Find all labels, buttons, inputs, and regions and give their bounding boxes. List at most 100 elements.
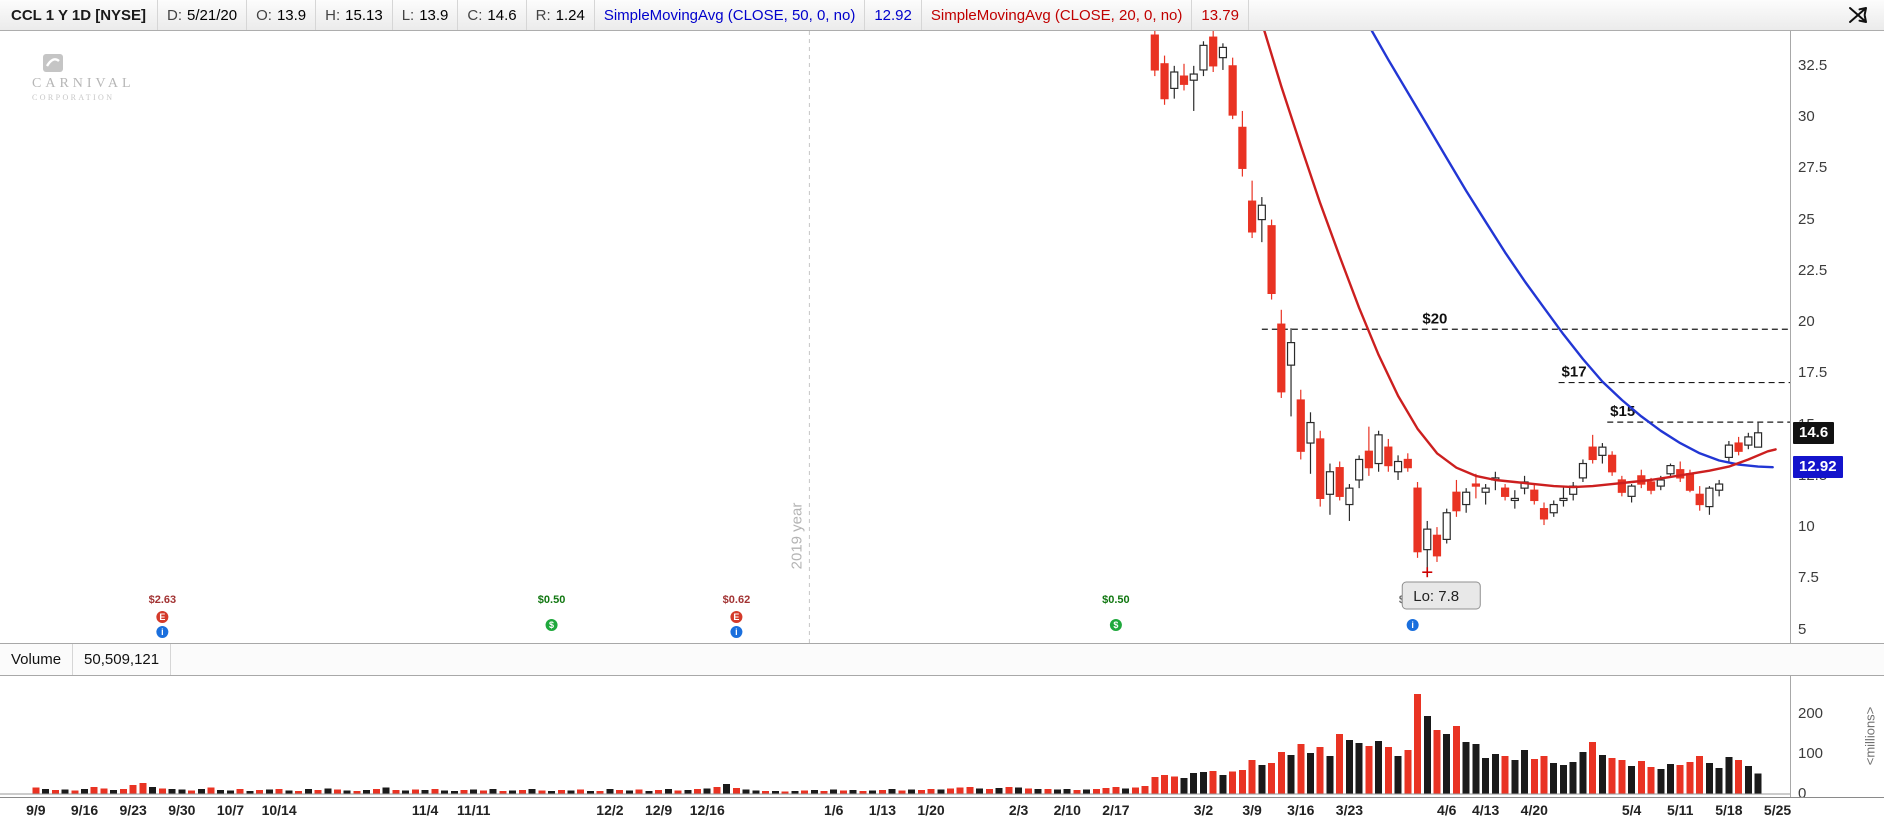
volume-bar[interactable] — [256, 790, 264, 794]
candle-4/24[interactable] — [1569, 482, 1578, 501]
volume-bar[interactable] — [616, 790, 624, 794]
candle-3/17[interactable] — [1306, 412, 1315, 474]
volume-bar[interactable] — [557, 790, 565, 794]
volume-bar[interactable] — [1423, 716, 1431, 794]
volume-bar[interactable] — [1326, 756, 1334, 794]
candle-4/9[interactable] — [1471, 473, 1481, 499]
volume-bar[interactable] — [207, 787, 215, 794]
volume-bar[interactable] — [32, 787, 40, 794]
volume-bar[interactable] — [1102, 788, 1110, 794]
candle-4/15[interactable] — [1500, 484, 1510, 501]
volume-bar[interactable] — [1268, 762, 1276, 794]
candle-4/17[interactable] — [1520, 475, 1529, 495]
volume-bar[interactable] — [1676, 765, 1684, 794]
volume-bar[interactable] — [820, 790, 828, 794]
volume-bar[interactable] — [119, 789, 127, 794]
volume-bar[interactable] — [1414, 694, 1422, 794]
volume-bar[interactable] — [285, 790, 293, 794]
candle-3/12[interactable] — [1277, 309, 1286, 398]
volume-bar[interactable] — [1657, 769, 1665, 794]
volume-bar[interactable] — [246, 790, 254, 794]
chart-tools-icon[interactable] — [1832, 0, 1884, 30]
volume-bar[interactable] — [1015, 787, 1023, 794]
candle-4/3[interactable] — [1432, 527, 1442, 562]
candle-3/13[interactable] — [1286, 328, 1296, 417]
volume-bar[interactable] — [742, 789, 750, 794]
volume-bar[interactable] — [791, 791, 799, 794]
candle-5/18[interactable] — [1724, 441, 1733, 462]
candle-4/27[interactable] — [1578, 459, 1588, 482]
volume-bar[interactable] — [1083, 789, 1091, 794]
volume-bar[interactable] — [985, 789, 993, 794]
news-icon[interactable] — [1405, 618, 1420, 632]
candle-3/25[interactable] — [1364, 426, 1373, 476]
volume-bar[interactable] — [1754, 773, 1762, 794]
news-icon[interactable] — [155, 625, 170, 639]
volume-chart-canvas[interactable] — [0, 676, 1790, 797]
volume-bar[interactable] — [810, 790, 818, 794]
volume-bar[interactable] — [596, 790, 604, 794]
volume-bar[interactable] — [655, 790, 663, 794]
volume-bar[interactable] — [100, 788, 108, 794]
volume-bar[interactable] — [1404, 750, 1412, 794]
candle-4/28[interactable] — [1588, 434, 1597, 464]
volume-bar[interactable] — [674, 790, 682, 794]
volume-bar[interactable] — [625, 790, 633, 794]
candle-2/24[interactable] — [1150, 31, 1159, 77]
volume-bar[interactable] — [995, 788, 1003, 794]
volume-bar[interactable] — [392, 790, 400, 794]
event-marker-11/21[interactable]: $0.50 $ — [538, 594, 566, 632]
volume-bar[interactable] — [1618, 760, 1626, 794]
volume-bar[interactable] — [1589, 742, 1597, 794]
candle-3/24[interactable] — [1355, 455, 1364, 489]
candle-3/26[interactable] — [1374, 430, 1383, 472]
volume-bar[interactable] — [1238, 770, 1246, 794]
volume-bar[interactable] — [1559, 765, 1567, 794]
volume-bar[interactable] — [577, 789, 585, 794]
volume-bar[interactable] — [927, 788, 935, 794]
volume-bar[interactable] — [149, 786, 157, 794]
volume-bar[interactable] — [265, 789, 273, 794]
news-icon[interactable] — [729, 625, 744, 639]
volume-chart-pane[interactable] — [0, 676, 1790, 797]
volume-bar[interactable] — [197, 788, 205, 794]
volume-bar[interactable] — [723, 784, 731, 794]
volume-bar[interactable] — [1452, 726, 1460, 794]
volume-bar[interactable] — [1696, 756, 1704, 794]
candle-5/8[interactable] — [1666, 463, 1675, 478]
volume-bar[interactable] — [1248, 760, 1256, 794]
volume-bar[interactable] — [1540, 756, 1548, 794]
candle-3/18[interactable] — [1316, 430, 1325, 507]
candle-5/13[interactable] — [1695, 486, 1704, 511]
candle-4/21[interactable] — [1539, 502, 1549, 526]
volume-bar[interactable] — [645, 790, 653, 794]
candle-3/30[interactable] — [1393, 455, 1403, 480]
volume-bar[interactable] — [236, 789, 244, 794]
volume-bar[interactable] — [1122, 788, 1130, 794]
volume-bar[interactable] — [1569, 762, 1577, 794]
volume-bar[interactable] — [1647, 766, 1655, 794]
volume-bar[interactable] — [42, 789, 50, 794]
event-marker-9/26[interactable]: $2.63 Ei — [149, 594, 177, 639]
volume-bar[interactable] — [586, 791, 594, 794]
volume-bar[interactable] — [1112, 786, 1120, 794]
volume-bar[interactable] — [421, 790, 429, 794]
volume-bar[interactable] — [1034, 789, 1042, 794]
dividend-icon[interactable] — [544, 618, 559, 632]
volume-bar[interactable] — [1024, 788, 1032, 794]
volume-bar[interactable] — [1375, 741, 1383, 794]
volume-bar[interactable] — [1151, 777, 1159, 794]
volume-bar[interactable] — [353, 790, 361, 794]
volume-bar[interactable] — [1073, 790, 1081, 794]
volume-bar[interactable] — [314, 790, 322, 794]
candle-3/11[interactable] — [1267, 219, 1276, 300]
volume-bar[interactable] — [304, 789, 312, 794]
volume-bar[interactable] — [450, 790, 458, 794]
candle-5/19[interactable] — [1734, 436, 1743, 456]
candle-3/16[interactable] — [1296, 389, 1305, 460]
volume-bar[interactable] — [1258, 765, 1266, 794]
candle-5/20[interactable] — [1744, 432, 1753, 450]
volume-bar[interactable] — [956, 787, 964, 794]
candle-4/16[interactable] — [1510, 490, 1519, 509]
volume-bar[interactable] — [606, 789, 614, 794]
